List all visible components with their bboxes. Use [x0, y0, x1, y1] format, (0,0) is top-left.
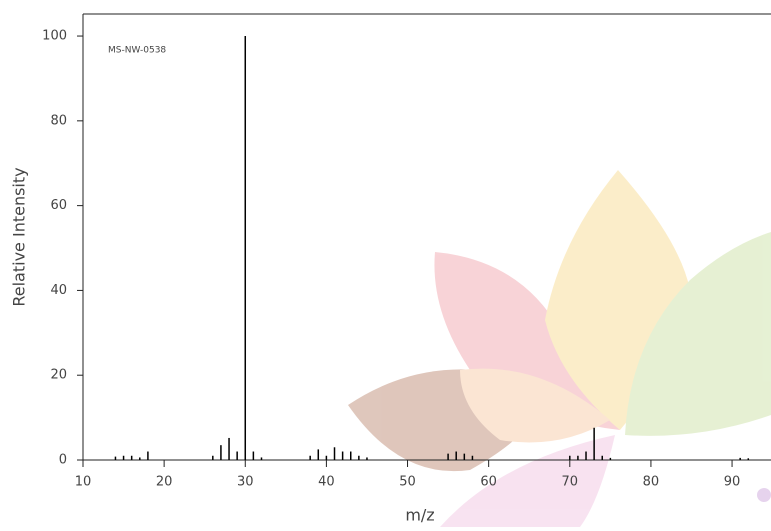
- y-tick-label: 100: [42, 29, 67, 44]
- y-axis-label: Relative Intensity: [10, 167, 29, 306]
- x-tick-label: 20: [156, 475, 173, 490]
- y-tick-label: 20: [50, 368, 67, 383]
- x-tick-label: 10: [75, 475, 92, 490]
- y-tick-label: 0: [59, 453, 67, 468]
- annotation: MS-NW-0538: [108, 46, 166, 56]
- x-tick-label: 90: [724, 475, 741, 490]
- x-axis-label: m/z: [405, 506, 434, 525]
- x-tick-label: 30: [237, 475, 254, 490]
- x-tick-label: 40: [318, 475, 335, 490]
- y-tick-label: 60: [50, 198, 67, 213]
- x-tick-label: 70: [562, 475, 579, 490]
- x-tick-label: 80: [643, 475, 660, 490]
- x-tick-label: 50: [399, 475, 416, 490]
- x-tick-label: 60: [480, 475, 497, 490]
- watermark: [348, 170, 771, 527]
- y-tick-label: 40: [50, 283, 67, 298]
- y-tick-label: 80: [50, 113, 67, 128]
